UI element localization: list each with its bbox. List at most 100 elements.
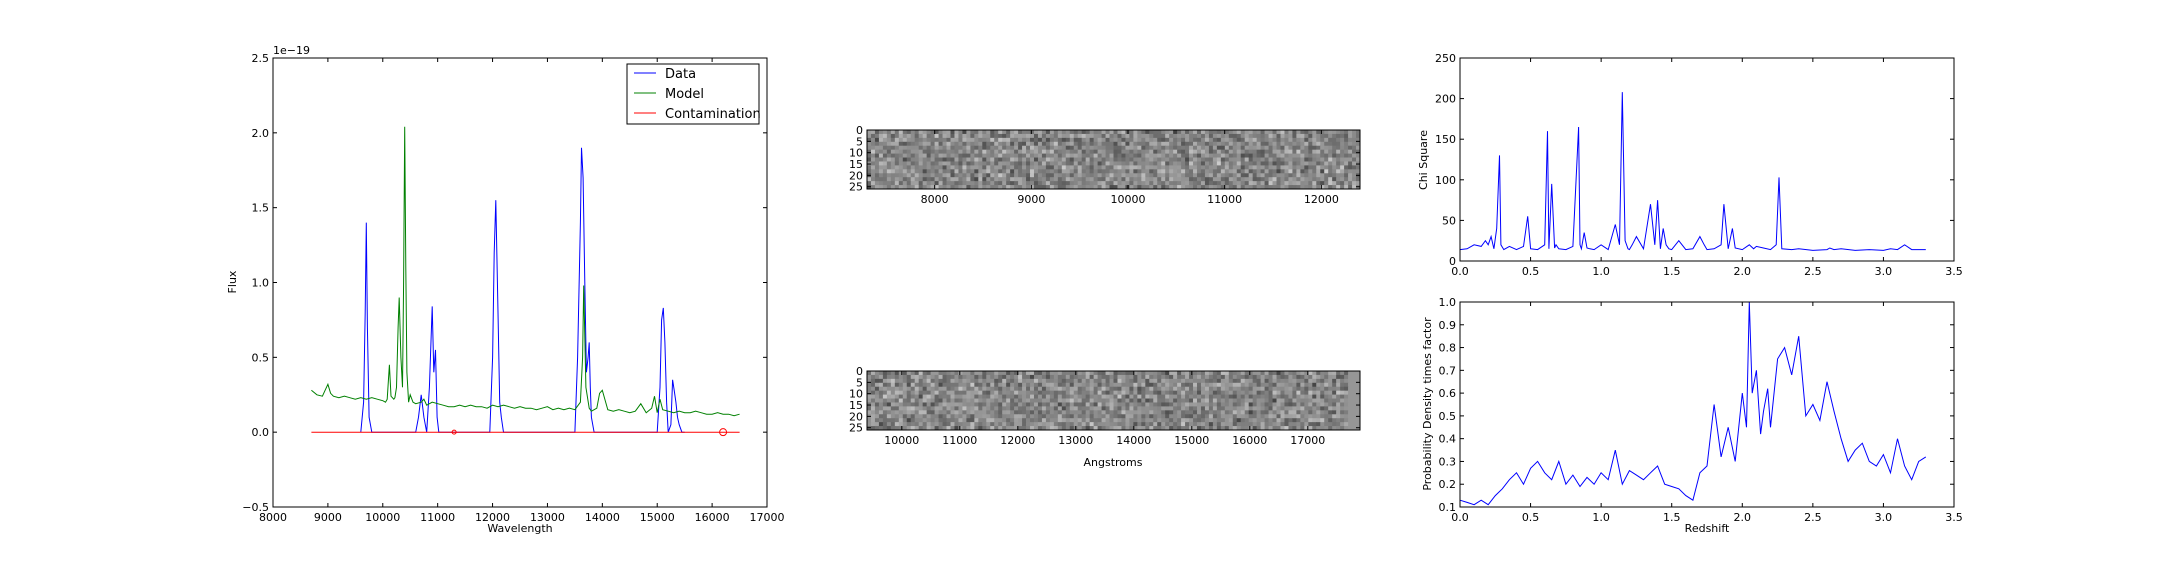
image-top-pixel bbox=[974, 137, 979, 143]
image-bottom-pixel bbox=[890, 422, 896, 427]
image-top-pixel bbox=[1153, 137, 1158, 143]
image-top-pixel bbox=[978, 137, 983, 143]
image-top-pixel bbox=[930, 145, 935, 151]
image-top-pixel bbox=[1272, 133, 1277, 139]
image-top-pixel bbox=[998, 165, 1003, 170]
image-bottom-pixel bbox=[1169, 371, 1174, 376]
image-top-pixel bbox=[986, 173, 991, 178]
image-bottom-pixel bbox=[918, 374, 924, 380]
image-bottom-pixel bbox=[1018, 426, 1023, 431]
image-top-pixel bbox=[1157, 141, 1162, 147]
image-bottom-pixel bbox=[1117, 414, 1122, 419]
image-top-pixel bbox=[1336, 165, 1341, 170]
image-bottom-pixel bbox=[1010, 402, 1015, 407]
image-bottom-pixel bbox=[954, 378, 959, 384]
image-bottom-pixel bbox=[878, 386, 884, 392]
image-bottom-pixel bbox=[1296, 406, 1301, 411]
image-top-pixel bbox=[1125, 145, 1130, 151]
image-bottom-pixel bbox=[1340, 398, 1345, 403]
image-bottom-pixel bbox=[1240, 371, 1246, 376]
image-bottom-pixel bbox=[1224, 374, 1230, 380]
image-bottom-pixel bbox=[1244, 371, 1250, 376]
image-top-pixel bbox=[1232, 161, 1238, 166]
image-bottom-pixel bbox=[1308, 414, 1313, 419]
image-top-pixel bbox=[966, 141, 971, 147]
image-top-pixel bbox=[1129, 149, 1134, 154]
image-top-pixel bbox=[1145, 181, 1150, 186]
image-top-pixel bbox=[1169, 161, 1174, 166]
image-top-pixel bbox=[1185, 177, 1190, 182]
image-bottom-pixel bbox=[1165, 402, 1170, 407]
image-top-pixel bbox=[1300, 173, 1305, 178]
image-bottom-pixel bbox=[1061, 402, 1067, 407]
image-bottom-pixel bbox=[1228, 390, 1234, 395]
image-bottom-pixel bbox=[958, 382, 963, 388]
image-bottom-pixel bbox=[966, 406, 971, 411]
image-bottom-pixel bbox=[1057, 422, 1063, 427]
image-bottom-pixel bbox=[1022, 390, 1027, 395]
image-top-pixel bbox=[1109, 130, 1114, 135]
image-top-pixel bbox=[1109, 149, 1114, 154]
image-top-pixel bbox=[1181, 161, 1186, 166]
image-top-pixel bbox=[1129, 137, 1134, 143]
image-bottom-pixel bbox=[1232, 386, 1238, 392]
image-top-pixel bbox=[1288, 161, 1293, 166]
image-bottom-pixel bbox=[1161, 371, 1166, 376]
image-bottom-pixel bbox=[1236, 382, 1242, 388]
pdf-xtick-label: 2.0 bbox=[1734, 511, 1752, 524]
image-bottom-pixel bbox=[1093, 402, 1098, 407]
image-bottom-pixel bbox=[1312, 394, 1317, 399]
image-bottom-pixel bbox=[1296, 394, 1301, 399]
image-bottom-pixel bbox=[1268, 371, 1273, 376]
image-top-pixel bbox=[1033, 153, 1039, 158]
image-top-pixel bbox=[870, 185, 876, 190]
image-bottom-pixel bbox=[1010, 398, 1015, 403]
image-top-pixel bbox=[1196, 185, 1202, 190]
image-top-pixel bbox=[1256, 133, 1262, 139]
image-top-pixel bbox=[1224, 165, 1230, 170]
image-top-pixel bbox=[1105, 157, 1110, 162]
image-top-pixel bbox=[1073, 141, 1079, 147]
image-top-pixel bbox=[1224, 141, 1230, 147]
image-top-pixel bbox=[1065, 165, 1071, 170]
image-top-pixel bbox=[1304, 133, 1309, 139]
image-bottom-pixel bbox=[1169, 394, 1174, 399]
image-top-pixel bbox=[1057, 137, 1063, 143]
image-bottom-pixel bbox=[1173, 414, 1178, 419]
image-top-pixel bbox=[1033, 130, 1039, 135]
image-bottom-pixel bbox=[1006, 410, 1011, 415]
image-top-pixel bbox=[1320, 181, 1325, 186]
image-top-pixel bbox=[910, 133, 916, 139]
image-bottom-pixel bbox=[922, 382, 928, 388]
image-bottom-pixel bbox=[1312, 414, 1317, 419]
image-top-pixel bbox=[1133, 149, 1138, 154]
image-top-pixel bbox=[1256, 153, 1262, 158]
image-top-pixel bbox=[870, 133, 876, 139]
image-bottom-pixel bbox=[1061, 418, 1067, 423]
image-top-pixel bbox=[982, 133, 987, 139]
chi-xtick-label: 1.0 bbox=[1592, 265, 1610, 278]
image-bottom-pixel bbox=[1117, 382, 1122, 388]
image-top-pixel bbox=[1344, 145, 1349, 151]
image-top-pixel bbox=[1348, 137, 1353, 143]
image-top-pixel bbox=[1228, 130, 1234, 135]
image-bottom-pixel bbox=[1268, 390, 1273, 395]
image-bottom-pixel bbox=[1312, 410, 1317, 415]
image-top-pixel bbox=[1312, 141, 1317, 147]
image-bottom-pixel bbox=[1304, 426, 1309, 431]
pdf-ylabel: Probability Density times factor bbox=[1421, 317, 1434, 491]
image-bottom-pixel bbox=[1077, 390, 1083, 395]
image-bottom-pixel bbox=[1216, 374, 1222, 380]
image-bottom-pixel bbox=[1097, 398, 1102, 403]
image-top-pixel bbox=[1304, 153, 1309, 158]
image-top-pixel bbox=[1129, 169, 1134, 174]
image-bottom-pixel bbox=[906, 398, 912, 403]
image-bottom-pixel bbox=[1288, 414, 1293, 419]
image-top-xtick-label: 10000 bbox=[1111, 193, 1146, 206]
image-top-pixel bbox=[1340, 169, 1345, 174]
image-top-pixel bbox=[1220, 145, 1226, 151]
image-bottom-pixel bbox=[1161, 426, 1166, 431]
image-bottom-pixel bbox=[874, 398, 880, 403]
image-top-pixel bbox=[894, 169, 900, 174]
image-bottom-pixel bbox=[1109, 406, 1114, 411]
